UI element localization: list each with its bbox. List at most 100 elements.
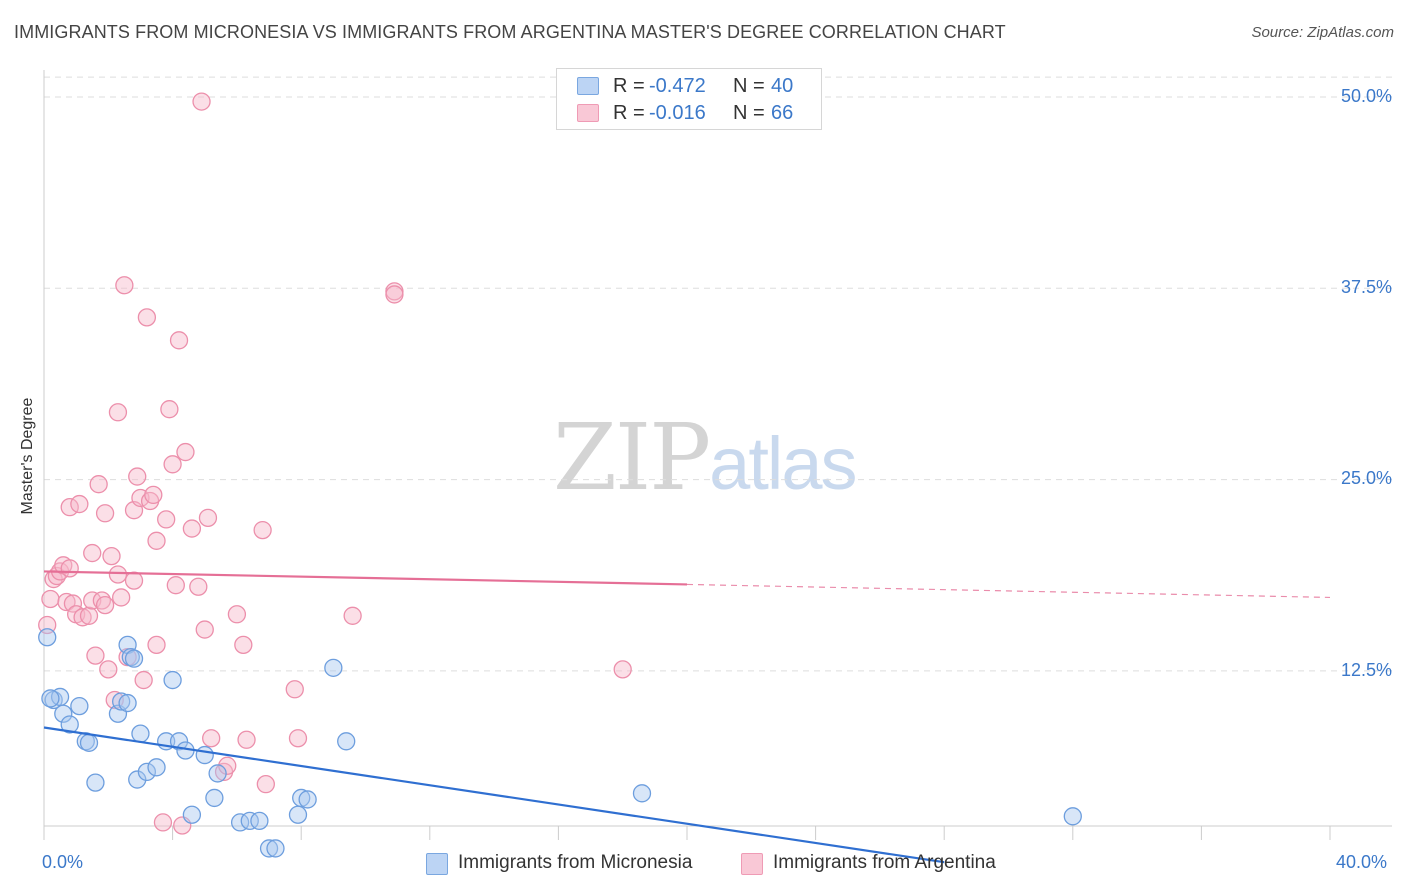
- micronesia-point: [169, 732, 189, 751]
- r-value: -0.472: [649, 75, 706, 97]
- r-value: -0.016: [649, 102, 706, 124]
- argentina-point: [41, 589, 60, 609]
- watermark: ZIPatlas: [553, 404, 857, 511]
- argentina-point: [202, 729, 221, 748]
- y-tick-label: 25.0%: [1340, 468, 1392, 488]
- argentina-point: [102, 546, 121, 566]
- argentina-point: [99, 660, 118, 679]
- micronesia-point: [1063, 807, 1082, 826]
- argentina-point: [147, 531, 166, 550]
- argentina-point: [95, 504, 115, 523]
- micronesia-point: [324, 658, 343, 677]
- micronesia-point: [195, 745, 214, 765]
- trend-lines: [43, 570, 1331, 864]
- argentina-point: [70, 494, 89, 514]
- micronesia-point: [182, 805, 202, 824]
- argentina-point: [613, 660, 632, 679]
- argentina-point: [176, 442, 195, 462]
- n-label: N =: [733, 75, 765, 97]
- micronesia-point: [41, 689, 60, 708]
- micronesia-point: [259, 839, 279, 858]
- argentina-point: [182, 519, 202, 538]
- argentina-point: [83, 543, 102, 563]
- legend-swatch-pink: [741, 853, 763, 875]
- argentina-point: [63, 594, 83, 613]
- x-tick-min: 0.0%: [42, 852, 84, 872]
- argentina-point: [163, 455, 182, 474]
- argentina-point: [89, 475, 108, 494]
- legend-swatch-pink: [577, 104, 599, 122]
- argentina-point: [115, 276, 134, 295]
- argentina-point: [79, 606, 99, 625]
- micronesia-points: [38, 628, 1082, 858]
- argentina-point: [124, 571, 144, 590]
- n-value: 40: [771, 75, 794, 97]
- micronesia-point: [79, 733, 99, 752]
- source-label: Source: ZipAtlas.com: [1251, 24, 1394, 41]
- micronesia-point: [337, 732, 356, 751]
- argentina-point: [157, 510, 176, 529]
- legend-label: Immigrants from Micronesia: [458, 852, 693, 873]
- argentina-point: [95, 595, 115, 615]
- micronesia-point: [70, 696, 89, 716]
- legend-label: Immigrants from Argentina: [773, 852, 996, 873]
- argentina-point: [134, 670, 153, 690]
- micronesia-point: [250, 811, 269, 831]
- micronesia-point: [208, 764, 227, 783]
- micronesia-point: [137, 762, 157, 782]
- argentina-point: [160, 400, 179, 419]
- argentina-point: [128, 467, 147, 486]
- micronesia-point: [298, 790, 317, 809]
- argentina-point: [108, 403, 128, 422]
- y-tick-label: 50.0%: [1340, 86, 1392, 106]
- watermark-zip: ZIP: [553, 404, 711, 511]
- micronesia-point: [632, 784, 652, 803]
- axes: [43, 70, 1392, 840]
- micronesia-point: [60, 715, 79, 734]
- argentina-point: [169, 331, 189, 350]
- y-tick-label: 37.5%: [1340, 277, 1392, 297]
- argentina-trend-line: [43, 570, 688, 586]
- y-tick-label: 12.5%: [1340, 660, 1392, 680]
- legend-swatch-blue: [577, 77, 599, 95]
- watermark-atlas: atlas: [709, 422, 857, 505]
- n-value: 66: [771, 102, 794, 124]
- micronesia-point: [118, 693, 137, 713]
- micronesia-point: [54, 704, 73, 723]
- micronesia-point: [147, 758, 166, 777]
- argentina-point: [137, 308, 157, 327]
- micronesia-point: [292, 788, 311, 808]
- micronesia-point: [288, 805, 308, 824]
- argentina-point: [385, 285, 404, 304]
- argentina-point: [256, 774, 275, 794]
- argentina-point: [153, 813, 173, 832]
- micronesia-point: [131, 724, 150, 743]
- r-label: R =: [613, 102, 645, 124]
- argentina-point: [112, 588, 131, 607]
- argentina-point: [192, 92, 211, 111]
- argentina-point: [60, 559, 79, 578]
- micronesia-point: [266, 839, 285, 858]
- micronesia-point: [38, 628, 57, 647]
- argentina-point: [237, 730, 256, 749]
- argentina-point: [218, 756, 237, 775]
- argentina-point: [147, 635, 166, 655]
- argentina-point: [288, 729, 308, 748]
- argentina-point: [198, 508, 218, 528]
- x-tick-max: 40.0%: [1336, 852, 1388, 872]
- argentina-point: [189, 577, 208, 596]
- argentina-point: [253, 520, 272, 540]
- micronesia-point: [124, 649, 144, 668]
- micronesia-point: [128, 770, 147, 789]
- micronesia-point: [240, 811, 259, 831]
- argentina-point: [234, 635, 253, 655]
- argentina-point: [108, 565, 128, 584]
- chart-title: IMMIGRANTS FROM MICRONESIA VS IMMIGRANTS…: [14, 22, 1006, 42]
- grid-lines: [44, 76, 1392, 672]
- argentina-point: [195, 620, 214, 639]
- argentina-point: [73, 608, 92, 627]
- r-label: R =: [613, 75, 645, 97]
- micronesia-point: [163, 670, 182, 690]
- argentina-point: [285, 680, 304, 699]
